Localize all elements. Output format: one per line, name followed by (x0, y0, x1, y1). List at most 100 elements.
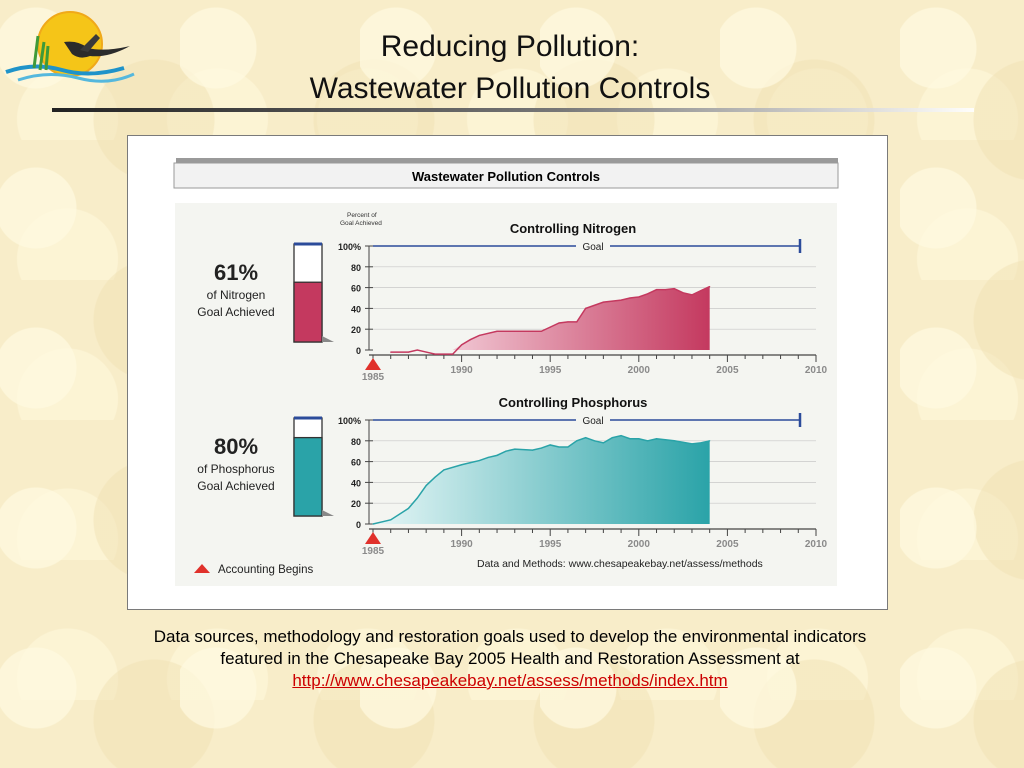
data-point-phosphorus (576, 440, 578, 442)
chart-figure: Wastewater Pollution Controls Percent of… (127, 135, 888, 610)
data-point-phosphorus (390, 519, 392, 521)
data-point-nitrogen (540, 330, 542, 332)
y-caption-1: Percent of (347, 212, 377, 219)
area-nitrogen (390, 286, 710, 350)
figure-banner: Wastewater Pollution Controls (412, 169, 600, 184)
data-point-nitrogen (673, 288, 675, 290)
summary-line-1: of Nitrogen (207, 288, 266, 302)
chart-title-phosphorus: Controlling Phosphorus (499, 395, 648, 410)
accounting-legend-label: Accounting Begins (218, 564, 314, 576)
data-point-phosphorus (700, 442, 702, 444)
data-point-nitrogen (620, 299, 622, 301)
goal-label-bg (576, 414, 610, 426)
chart-title-nitrogen: Controlling Nitrogen (510, 221, 636, 236)
data-point-phosphorus (514, 448, 516, 450)
goal-label: Goal (582, 416, 603, 427)
data-point-nitrogen (425, 351, 427, 353)
y-tick-label: 100% (338, 416, 361, 426)
data-point-phosphorus (434, 476, 436, 478)
summary-percent-phosphorus: 80% (214, 434, 258, 459)
data-point-nitrogen (443, 353, 445, 355)
data-point-nitrogen (576, 321, 578, 323)
data-point-phosphorus (407, 507, 410, 509)
data-point-nitrogen (638, 296, 640, 298)
data-point-phosphorus (558, 446, 560, 448)
page-title: Reducing Pollution: Wastewater Pollution… (250, 26, 770, 110)
data-point-phosphorus (638, 438, 640, 440)
data-point-phosphorus (425, 484, 427, 487)
data-point-nitrogen (407, 351, 410, 353)
data-point-nitrogen (461, 344, 463, 346)
data-point-phosphorus (655, 438, 658, 440)
data-point-nitrogen (514, 330, 516, 332)
data-point-phosphorus (496, 454, 498, 456)
line-nitrogen (390, 285, 710, 355)
data-point-phosphorus (469, 462, 472, 464)
methods-link[interactable]: http://www.chesapeakebay.net/assess/meth… (292, 671, 728, 690)
y-caption-2: Goal Achieved (340, 220, 382, 227)
x-tick-label: 2000 (628, 365, 651, 376)
x-tick-label: 2010 (805, 365, 828, 376)
data-point-nitrogen (531, 330, 534, 332)
gauge-fill-nitrogen (293, 281, 323, 343)
y-tick-label: 60 (351, 458, 361, 468)
data-point-phosphorus (673, 440, 675, 442)
title-divider (52, 108, 974, 112)
data-point-phosphorus (709, 440, 711, 442)
data-point-phosphorus (629, 438, 631, 440)
data-point-phosphorus (372, 523, 374, 525)
y-tick-label: 20 (351, 499, 361, 509)
banner-box (173, 162, 839, 189)
data-point-nitrogen (664, 289, 666, 291)
summary-line-2: Goal Achieved (197, 305, 274, 319)
title-line-1: Reducing Pollution: (380, 30, 640, 63)
data-point-nitrogen (682, 292, 684, 294)
caption-line-1: Data sources, methodology and restoratio… (153, 627, 867, 646)
data-point-nitrogen (629, 297, 631, 299)
accounting-marker-legend-icon (194, 564, 210, 573)
data-point-phosphorus (585, 437, 587, 439)
gauge-pointer (322, 510, 334, 516)
data-point-nitrogen (469, 339, 472, 341)
data-point-phosphorus (540, 447, 542, 449)
y-tick-label: 40 (351, 478, 361, 488)
y-tick-label: 80 (351, 437, 361, 447)
chesapeake-bay-logo (5, 11, 135, 83)
data-point-nitrogen (496, 330, 498, 332)
data-point-phosphorus (487, 456, 489, 459)
chart-svg: Wastewater Pollution Controls Percent of… (173, 158, 839, 586)
data-point-phosphorus (664, 439, 666, 441)
y-tick-label: 20 (351, 325, 361, 335)
y-tick-label: 80 (351, 263, 361, 273)
data-point-nitrogen (452, 353, 454, 355)
y-tick-label: 0 (356, 520, 361, 530)
data-point-nitrogen (478, 334, 480, 337)
x-tick-label: 1995 (539, 539, 562, 550)
gauge-pointer (322, 336, 334, 342)
data-point-phosphorus (611, 437, 613, 439)
data-point-phosphorus (602, 442, 604, 444)
data-point-phosphorus (620, 435, 622, 437)
data-point-phosphorus (647, 440, 649, 442)
data-point-nitrogen (567, 321, 569, 323)
nitrogen-panel: Controlling Nitrogen 100% 80 60 40 20 0 1990 199… (197, 221, 827, 383)
accounting-begins-marker (365, 532, 381, 544)
data-point-nitrogen (416, 349, 418, 351)
data-point-nitrogen (700, 290, 702, 292)
y-tick-label: 0 (356, 346, 361, 356)
area-phosphorus (373, 435, 710, 524)
phosphorus-panel: Controlling Phosphorus 100% 80 60 40 20 0 1990 1… (197, 395, 827, 557)
data-point-nitrogen (611, 300, 613, 302)
x-tick-label: 2000 (628, 539, 651, 550)
data-point-phosphorus (531, 449, 534, 451)
data-point-nitrogen (585, 307, 587, 309)
goal-label-bg (576, 240, 610, 252)
data-point-phosphorus (505, 450, 507, 452)
x-tick-label: 1995 (539, 365, 562, 376)
data-point-nitrogen (691, 294, 693, 296)
caption: Data sources, methodology and restoratio… (60, 626, 960, 692)
y-tick-label: 100% (338, 242, 361, 252)
data-point-nitrogen (434, 353, 436, 355)
data-point-nitrogen (558, 322, 560, 324)
data-point-nitrogen (647, 293, 649, 295)
